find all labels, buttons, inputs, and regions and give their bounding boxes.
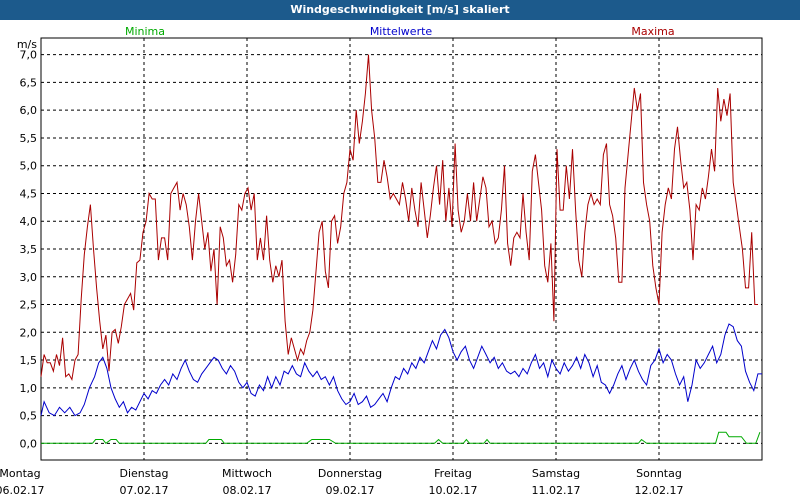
legend-maxima: Maxima <box>631 25 674 38</box>
y-tick-label: 2,5 <box>20 299 38 312</box>
y-tick-label: 0,0 <box>20 437 38 450</box>
y-tick-label: 6,5 <box>20 76 38 89</box>
y-tick-label: 1,5 <box>20 354 38 367</box>
y-tick-label: 3,5 <box>20 243 38 256</box>
date-label: 11.02.17 <box>532 484 581 497</box>
y-axis-label: m/s <box>17 38 37 51</box>
day-label: Donnerstag <box>318 467 382 480</box>
y-tick-label: 4,0 <box>20 215 38 228</box>
date-label: 08.02.17 <box>223 484 272 497</box>
y-tick-label: 0,5 <box>20 410 38 423</box>
day-label: Mittwoch <box>222 467 272 480</box>
legend-mittelwerte: Mittelwerte <box>370 25 433 38</box>
date-label: 12.02.17 <box>635 484 684 497</box>
y-tick-label: 5,0 <box>20 160 38 173</box>
legend-minima: Minima <box>125 25 165 38</box>
y-tick-label: 6,0 <box>20 104 38 117</box>
date-label: 10.02.17 <box>429 484 478 497</box>
day-label: Montag <box>0 467 41 480</box>
y-tick-label: 2,0 <box>20 326 38 339</box>
y-tick-label: 5,5 <box>20 132 38 145</box>
date-label: 09.02.17 <box>326 484 375 497</box>
y-tick-label: 1,0 <box>20 382 38 395</box>
chart-title: Windgeschwindigkeit [m/s] skaliert <box>0 0 800 20</box>
y-tick-label: 4,5 <box>20 187 38 200</box>
day-label: Sonntag <box>636 467 682 480</box>
series-line-minima <box>41 431 761 444</box>
day-label: Dienstag <box>119 467 168 480</box>
date-label: 06.02.17 <box>0 484 44 497</box>
y-tick-label: 7,0 <box>20 49 38 62</box>
y-tick-label: 3,0 <box>20 271 38 284</box>
date-label: 07.02.17 <box>120 484 169 497</box>
series-line-mittelwerte <box>40 323 762 417</box>
day-label: Samstag <box>532 467 580 480</box>
series-line-maxima <box>40 54 758 382</box>
day-label: Freitag <box>434 467 472 480</box>
